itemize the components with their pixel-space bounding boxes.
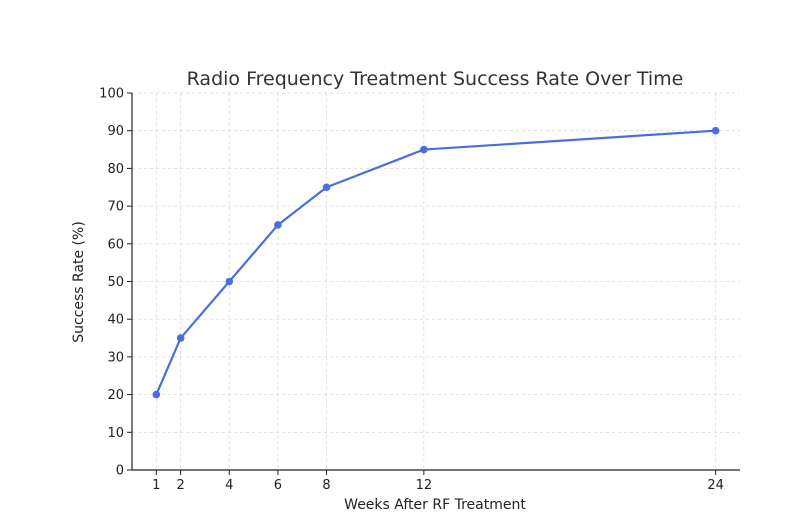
y-tick-label: 40 — [107, 313, 124, 328]
data-point — [711, 126, 720, 135]
series — [152, 126, 720, 399]
y-tick-label: 60 — [107, 237, 124, 252]
y-tick-label: 20 — [107, 388, 124, 403]
y-tick-label: 50 — [107, 275, 124, 290]
x-tick-label: 2 — [176, 478, 184, 493]
y-axis-title: Success Rate (%) — [71, 221, 87, 343]
data-point — [225, 277, 234, 286]
x-tick-label: 24 — [707, 478, 724, 493]
x-tick-label: 8 — [322, 478, 330, 493]
chart-title: Radio Frequency Treatment Success Rate O… — [187, 68, 684, 90]
x-axis-title: Weeks After RF Treatment — [344, 497, 526, 513]
y-tick-label: 90 — [107, 124, 124, 139]
x-tick-label: 4 — [225, 478, 233, 493]
data-point — [274, 221, 282, 229]
x-tick-label: 12 — [416, 478, 433, 493]
x-ticks: 1 2 4 6 8 12 24 — [152, 470, 724, 493]
grid — [132, 92, 740, 470]
y-tick-label: 80 — [107, 162, 124, 177]
y-tick-label: 30 — [107, 350, 124, 365]
y-tick-label: 0 — [116, 464, 124, 479]
data-point — [322, 183, 331, 192]
y-tick-label: 70 — [107, 200, 124, 215]
data-point — [152, 390, 161, 399]
x-tick-label: 6 — [274, 478, 282, 493]
data-point — [176, 334, 185, 342]
y-tick-label: 10 — [107, 426, 124, 441]
y-ticks: 0 10 20 30 40 50 60 70 80 90 100 — [99, 87, 132, 479]
x-tick-label: 1 — [152, 478, 160, 493]
data-point — [420, 145, 428, 154]
y-tick-label: 100 — [99, 87, 124, 102]
series-line — [155, 129, 716, 396]
